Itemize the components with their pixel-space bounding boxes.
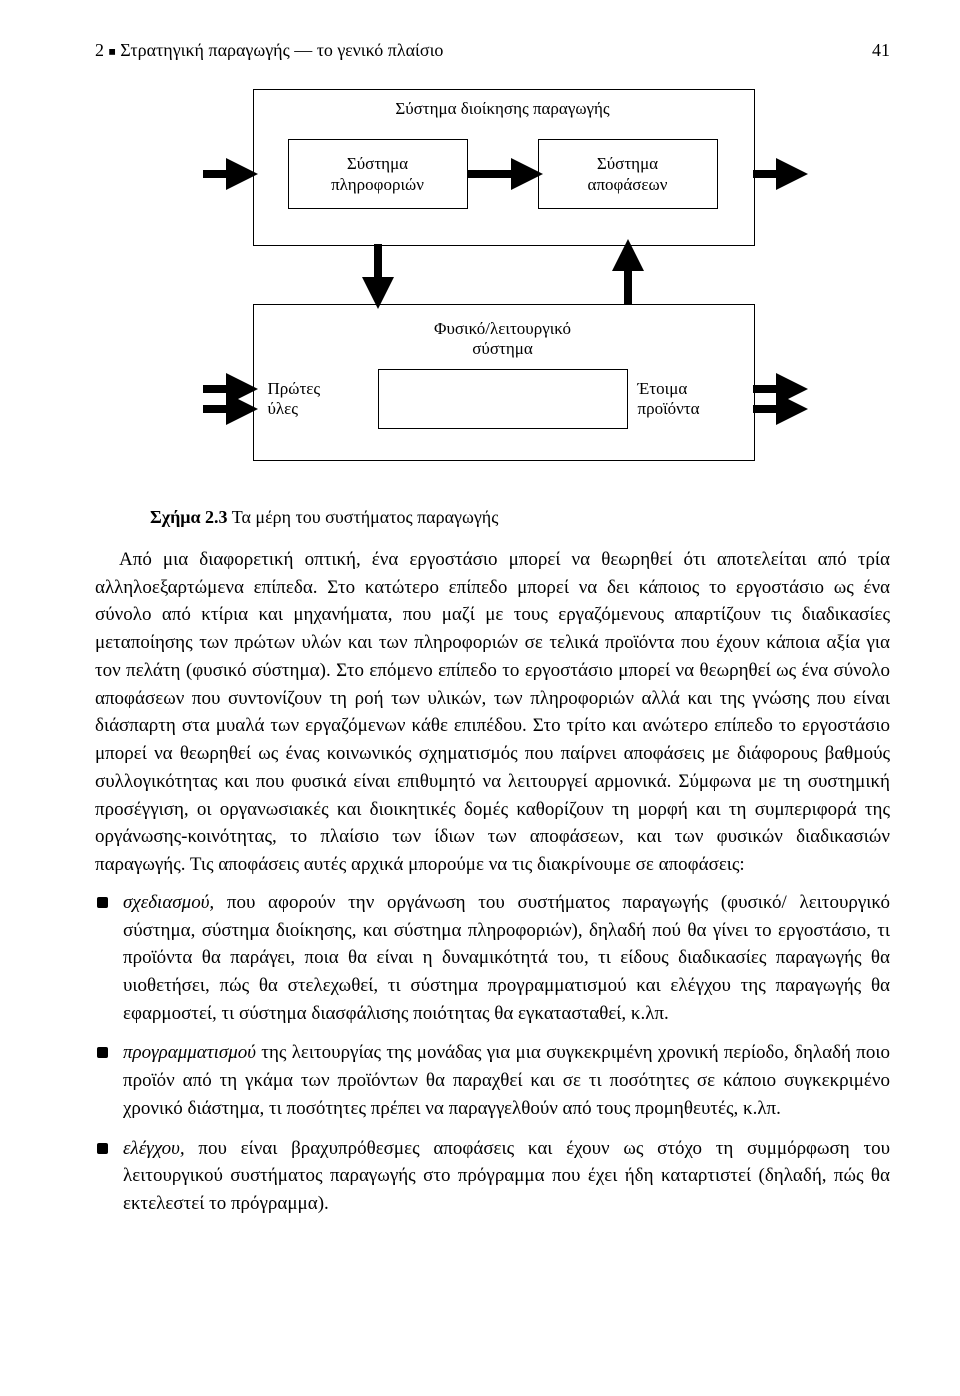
- caption-rest: Τα μέρη του συστήματος παραγωγής: [232, 507, 499, 527]
- square-icon: ■: [109, 44, 116, 58]
- figure-caption: Σχήμα 2.3 Τα μέρη του συστήματος παραγωγ…: [150, 507, 890, 528]
- diagram-flowchart: Σύστημα διοίκησης παραγωγής Σύστημαπληρο…: [183, 89, 803, 479]
- bullet-lead: προγραμματισμού: [123, 1042, 256, 1063]
- bullet-rest: που είναι βραχυπρόθεσμες αποφάσεις και έ…: [123, 1138, 890, 1214]
- list-item: ελέγχου, που είναι βραχυπρόθεσμες αποφάσ…: [95, 1135, 890, 1218]
- page-header: 2 ■ Στρατηγική παραγωγής — το γενικό πλα…: [95, 40, 890, 61]
- body-paragraph: Από μια διαφορετική οπτική, ένα εργοστάσ…: [95, 546, 890, 879]
- bullet-lead: σχεδιασμού,: [123, 892, 214, 913]
- chapter-number: 2: [95, 40, 104, 60]
- page-number: 41: [872, 40, 890, 61]
- caption-bold: Σχήμα 2.3: [150, 507, 228, 527]
- arrows-svg: [183, 89, 823, 479]
- page: 2 ■ Στρατηγική παραγωγής — το γενικό πλα…: [0, 0, 960, 1396]
- list-item: σχεδιασμού, που αφορούν την οργάνωση του…: [95, 889, 890, 1028]
- bullet-rest: που αφορούν την οργάνωση του συστήματος …: [123, 892, 890, 1024]
- list-item: προγραμματισμού της λειτουργίας της μονά…: [95, 1039, 890, 1122]
- chapter-title: Στρατηγική παραγωγής — το γενικό πλαίσιο: [120, 40, 443, 60]
- bullet-lead: ελέγχου,: [123, 1138, 185, 1159]
- bullet-list: σχεδιασμού, που αφορούν την οργάνωση του…: [95, 889, 890, 1218]
